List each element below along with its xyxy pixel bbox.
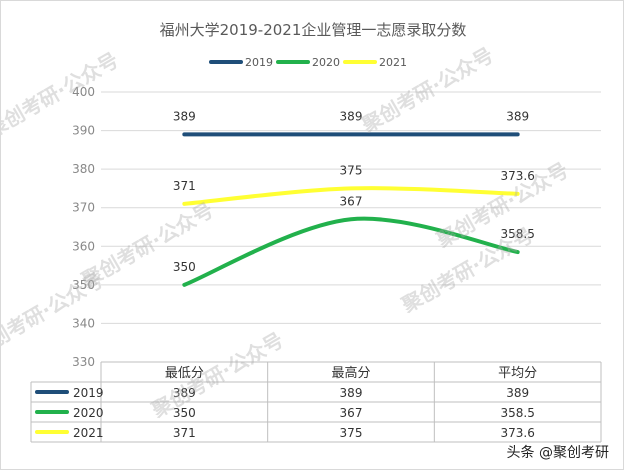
- data-point-2019: [516, 132, 520, 136]
- footer-credit: 头条 @聚创考研: [507, 444, 609, 461]
- table-cell: 389: [173, 386, 196, 400]
- data-label-2019: 389: [173, 109, 196, 123]
- y-tick-390: 390: [72, 124, 95, 138]
- y-tick-370: 370: [72, 201, 95, 215]
- y-tick-400: 400: [72, 85, 95, 99]
- table-header-2: 平均分: [498, 366, 537, 381]
- legend-label-2019: 2019: [245, 56, 273, 69]
- y-tick-380: 380: [72, 162, 95, 176]
- table-cell: 373.6: [500, 426, 534, 440]
- data-label-2020: 358.5: [500, 227, 534, 241]
- data-label-2021: 375: [340, 163, 363, 177]
- series-lines: [182, 132, 520, 287]
- table-cell: 389: [340, 386, 363, 400]
- data-point-2021: [516, 192, 520, 196]
- y-tick-350: 350: [72, 278, 95, 292]
- data-label-2021: 371: [173, 179, 196, 193]
- data-label-2019: 389: [506, 109, 529, 123]
- y-axis: 400 390 380 370 360 350 340 330: [72, 85, 95, 369]
- data-point-2019: [182, 132, 186, 136]
- legend-label-2020: 2020: [312, 56, 340, 69]
- data-label-2021: 373.6: [500, 169, 534, 183]
- legend-label-2021: 2021: [379, 56, 407, 69]
- data-label-2020: 350: [173, 260, 196, 274]
- data-label-2020: 367: [340, 194, 363, 208]
- y-tick-340: 340: [72, 316, 95, 330]
- table-cell: 389: [506, 386, 529, 400]
- data-point-2020: [182, 283, 186, 287]
- chart-title: 福州大学2019-2021企业管理一志愿录取分数: [160, 21, 467, 39]
- data-point-2021: [182, 202, 186, 206]
- table-cell: 350: [173, 406, 196, 420]
- data-point-2021: [349, 186, 353, 190]
- watermark-text: 聚创考研·公众号: [1, 268, 107, 363]
- legend: 2019 2020 2021: [209, 56, 407, 69]
- data-point-2020: [349, 217, 353, 221]
- data-point-2019: [349, 132, 353, 136]
- table-row-name-2020: 2020: [73, 406, 104, 420]
- table-cell: 367: [340, 406, 363, 420]
- watermark-text: 聚创考研·公众号: [1, 48, 122, 143]
- watermark-text: 聚创考研·公众号: [357, 43, 498, 138]
- data-labels: 389 389 389 350 367 358.5 371 375 373.6: [173, 109, 535, 273]
- table-cell: 358.5: [500, 406, 534, 420]
- table-row-name-2021: 2021: [73, 426, 104, 440]
- y-tick-360: 360: [72, 239, 95, 253]
- data-point-2020: [516, 250, 520, 254]
- table-header-0: 最低分: [165, 366, 204, 381]
- data-label-2019: 389: [340, 109, 363, 123]
- table-header-1: 最高分: [331, 365, 370, 381]
- data-table: 最低分 最高分 平均分 2019 389 389 389 2020 350 367 358.5 202…: [30, 361, 602, 443]
- y-tick-330: 330: [72, 355, 95, 369]
- table-cell: 375: [340, 426, 363, 440]
- table-row-name-2019: 2019: [73, 386, 104, 400]
- table-cell: 371: [173, 426, 196, 440]
